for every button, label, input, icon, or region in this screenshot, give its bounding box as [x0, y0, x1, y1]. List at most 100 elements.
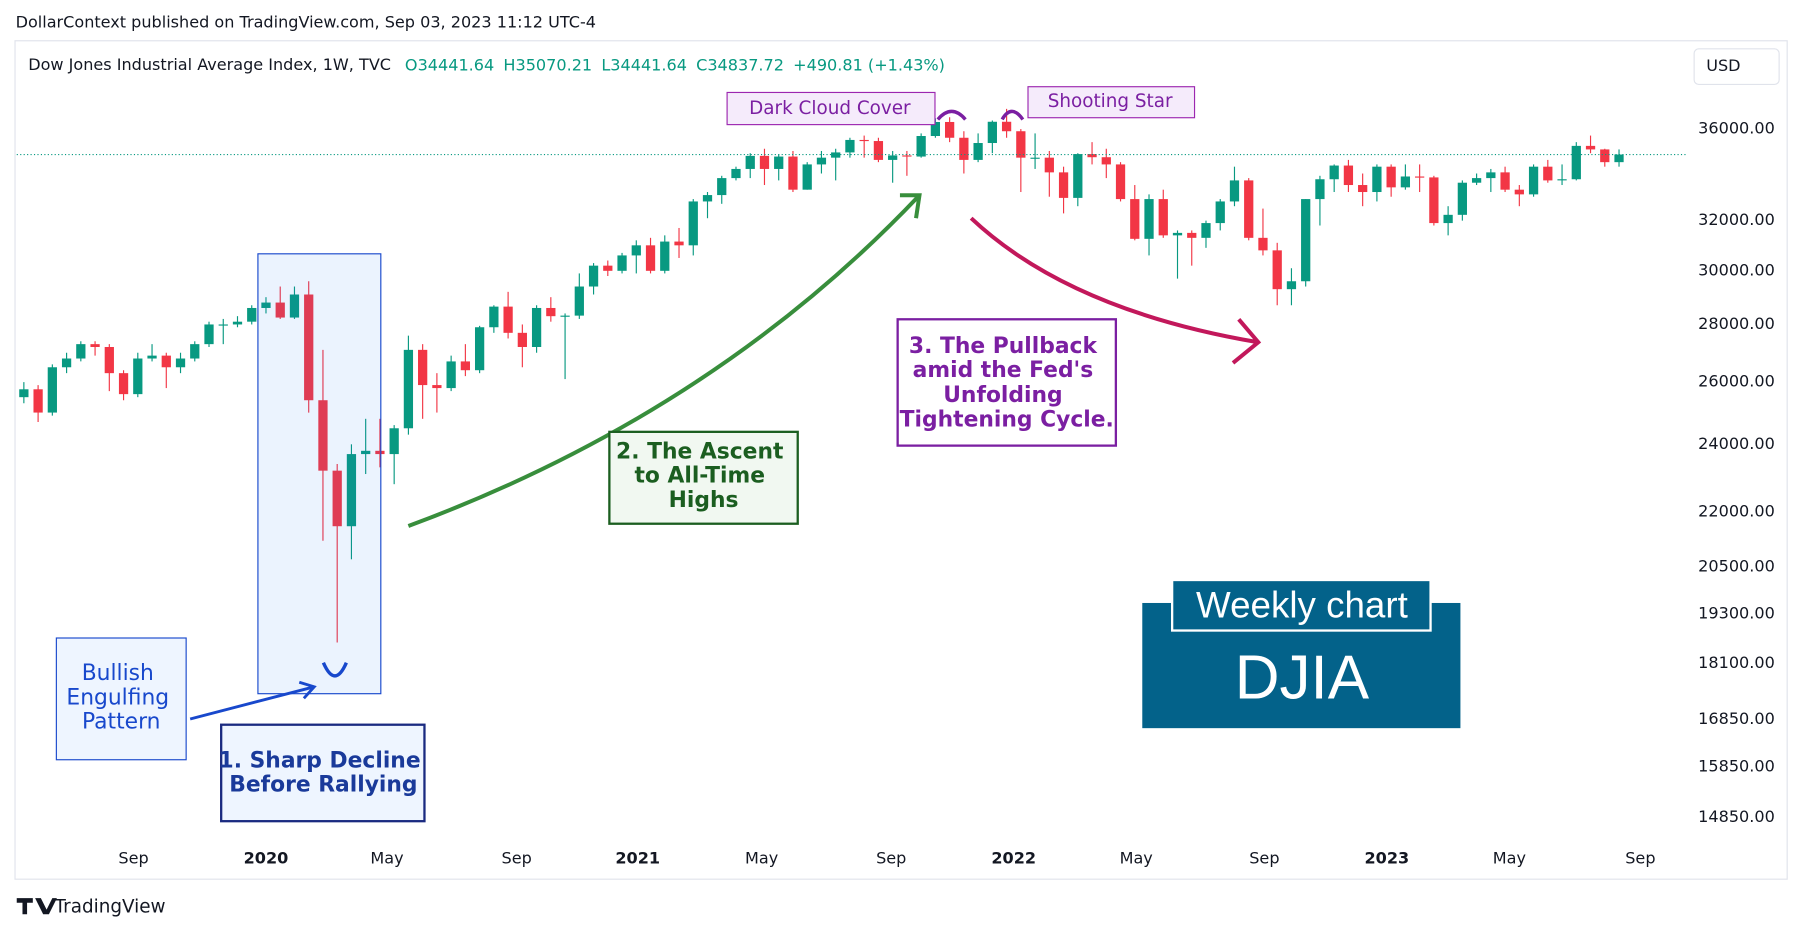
x-tick-label: Sep [502, 849, 532, 868]
candle-body [190, 344, 200, 359]
y-tick-label: 22000.00 [1698, 501, 1775, 520]
candle-body [1343, 165, 1354, 186]
badge-tab [1170, 578, 1432, 632]
candle-body [531, 307, 542, 347]
y-tick-label: 26000.00 [1698, 372, 1775, 391]
annotation-line: Engulfing [66, 685, 169, 710]
x-tick-label: May [1120, 849, 1154, 868]
candle-body [1286, 281, 1297, 290]
x-tick-label: Sep [118, 849, 148, 868]
candle-body [916, 136, 926, 157]
candle-body [361, 450, 371, 455]
candle-body [1087, 154, 1097, 158]
annotation: Bullish Engulfing Pattern [66, 661, 176, 734]
candle-body [1144, 199, 1154, 239]
candle-body [1514, 189, 1524, 195]
candle-body [389, 428, 399, 455]
candle-body [802, 164, 812, 190]
candle-body [489, 306, 499, 328]
x-tick-label: 2021 [615, 849, 660, 868]
candle-body [588, 265, 599, 287]
candle-body [717, 178, 727, 196]
candle-body [1058, 172, 1069, 198]
candle-body [1457, 182, 1467, 215]
candle-body [1500, 172, 1510, 190]
currency: USD [1706, 56, 1740, 75]
candle-body [1315, 179, 1325, 200]
candle-body [133, 358, 143, 395]
candle-body [90, 344, 100, 347]
candle-body [774, 156, 784, 169]
top-arc [1000, 109, 1025, 121]
annotation: 2. The Ascent to All-Time Highs [616, 440, 791, 513]
candle-body [959, 137, 969, 160]
annotation-line: Pattern [82, 709, 160, 734]
candle-body [474, 327, 485, 371]
x-tick-label: Sep [1625, 849, 1655, 868]
annotation-box [896, 318, 1118, 447]
candle-body [1201, 223, 1211, 238]
candle-body [76, 344, 86, 359]
y-tick-label: 19300.00 [1698, 603, 1775, 622]
candle-body [731, 168, 741, 179]
candle-body [275, 302, 285, 318]
candle-body [631, 245, 641, 256]
candle-body [1158, 199, 1168, 236]
annotation-box [608, 430, 799, 525]
highlight-box [257, 253, 382, 695]
candle-body [1030, 157, 1040, 159]
candle-body [560, 315, 570, 317]
ohlc-legend: O34441.64 H35070.21 L34441.64 C34837.72 +490… [405, 55, 945, 74]
candle-body [175, 358, 186, 368]
candle-body [1429, 177, 1439, 224]
candle-body [161, 355, 171, 368]
y-tick-label: 30000.00 [1698, 260, 1775, 279]
annotation-box [726, 91, 936, 126]
candle-body [617, 255, 627, 271]
candle-body [1073, 154, 1083, 198]
x-tick-label: 2023 [1365, 849, 1410, 868]
annotation-line: Bullish [82, 661, 154, 686]
candle-body [33, 389, 43, 413]
candle-body [674, 241, 684, 246]
candle-body [19, 389, 29, 398]
chart-frame [14, 40, 1788, 880]
candle-body [788, 156, 798, 190]
annotation-line: Before Rallying [229, 773, 417, 798]
candle-body [1244, 180, 1254, 238]
plot [16, 108, 1687, 643]
candle-body [1215, 201, 1225, 224]
x-tick-label: 2020 [244, 849, 289, 868]
candle-body [1372, 166, 1382, 193]
annotation-line: 1. Sharp Decline [219, 748, 421, 773]
candle-body [1044, 157, 1054, 173]
candle-body [247, 307, 257, 322]
candle-body [1016, 131, 1026, 158]
y-tick-label: 15850.00 [1698, 756, 1775, 775]
y-tick-label: 18100.00 [1698, 653, 1775, 672]
symbol: Dow Jones Industrial Average Index, 1W, … [28, 55, 391, 74]
candle-body [831, 152, 841, 158]
ohlc-value: C34837.72 [696, 55, 784, 74]
ohlc-value: +490.81 (+1.43%) [793, 55, 945, 74]
candle-body [104, 346, 114, 374]
candle-body [1172, 232, 1183, 236]
arrow [969, 216, 1262, 365]
candle-body [987, 121, 997, 144]
candle-body [1101, 157, 1111, 165]
y-tick-label: 14850.00 [1698, 807, 1775, 826]
candle-body [204, 324, 214, 345]
candle-body [873, 141, 884, 160]
arrow [407, 193, 922, 528]
arrow [189, 680, 317, 721]
candle-body [289, 294, 300, 318]
candle-body [418, 349, 428, 386]
candle-body [346, 454, 357, 527]
candle-body [1001, 121, 1012, 132]
candle-body [1386, 166, 1396, 188]
y-tick-label: 32000.00 [1698, 210, 1775, 229]
annotation-box [220, 723, 426, 823]
annotation-line: 2. The Ascent [616, 440, 783, 465]
annotation-line: Unfolding [943, 383, 1062, 408]
